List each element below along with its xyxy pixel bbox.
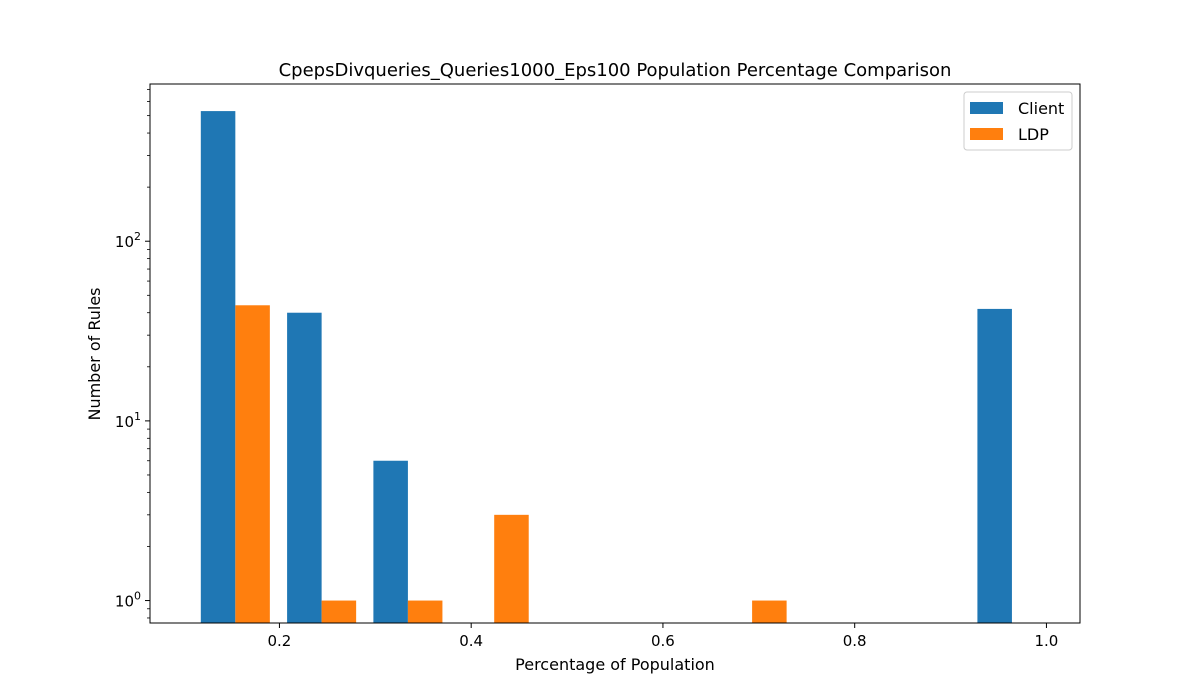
x-axis-ticks: 0.2 0.4 0.6 0.8 1.0: [268, 623, 1059, 650]
x-tick-label-2: 0.6: [651, 632, 675, 650]
bar-ldp-4: [752, 600, 787, 623]
y-axis-label: Number of Rules: [85, 287, 104, 420]
x-tick-label-4: 1.0: [1035, 632, 1059, 650]
bar-ldp-1: [321, 600, 357, 623]
bar-client-2: [373, 460, 408, 623]
x-tick-label-1: 0.4: [459, 632, 483, 650]
x-tick-label-0: 0.2: [268, 632, 292, 650]
y-tick-label-0: 100: [115, 590, 141, 611]
y-tick-label-1: 101: [115, 410, 141, 431]
bars-group: [200, 111, 1012, 623]
legend-swatch-ldp: [970, 128, 1003, 140]
legend-label-ldp: LDP: [1018, 125, 1049, 144]
x-axis-label: Percentage of Population: [515, 655, 715, 674]
bar-ldp-0: [235, 305, 270, 623]
bar-client-1: [287, 312, 322, 623]
plot-frame: [149, 83, 1081, 624]
bar-client-0: [200, 111, 236, 623]
chart-title: CpepsDivqueries_Queries1000_Eps100 Popul…: [279, 60, 952, 81]
x-tick-label-3: 0.8: [843, 632, 867, 650]
bar-ldp-3: [494, 514, 529, 623]
bar-client-3: [977, 308, 1012, 623]
legend-swatch-client: [970, 102, 1003, 114]
y-tick-label-2: 102: [115, 230, 141, 251]
bar-ldp-2: [407, 600, 443, 623]
y-axis-ticks: 100 101 102: [115, 88, 150, 619]
legend-label-client: Client: [1018, 99, 1064, 118]
legend: Client LDP: [963, 91, 1073, 151]
